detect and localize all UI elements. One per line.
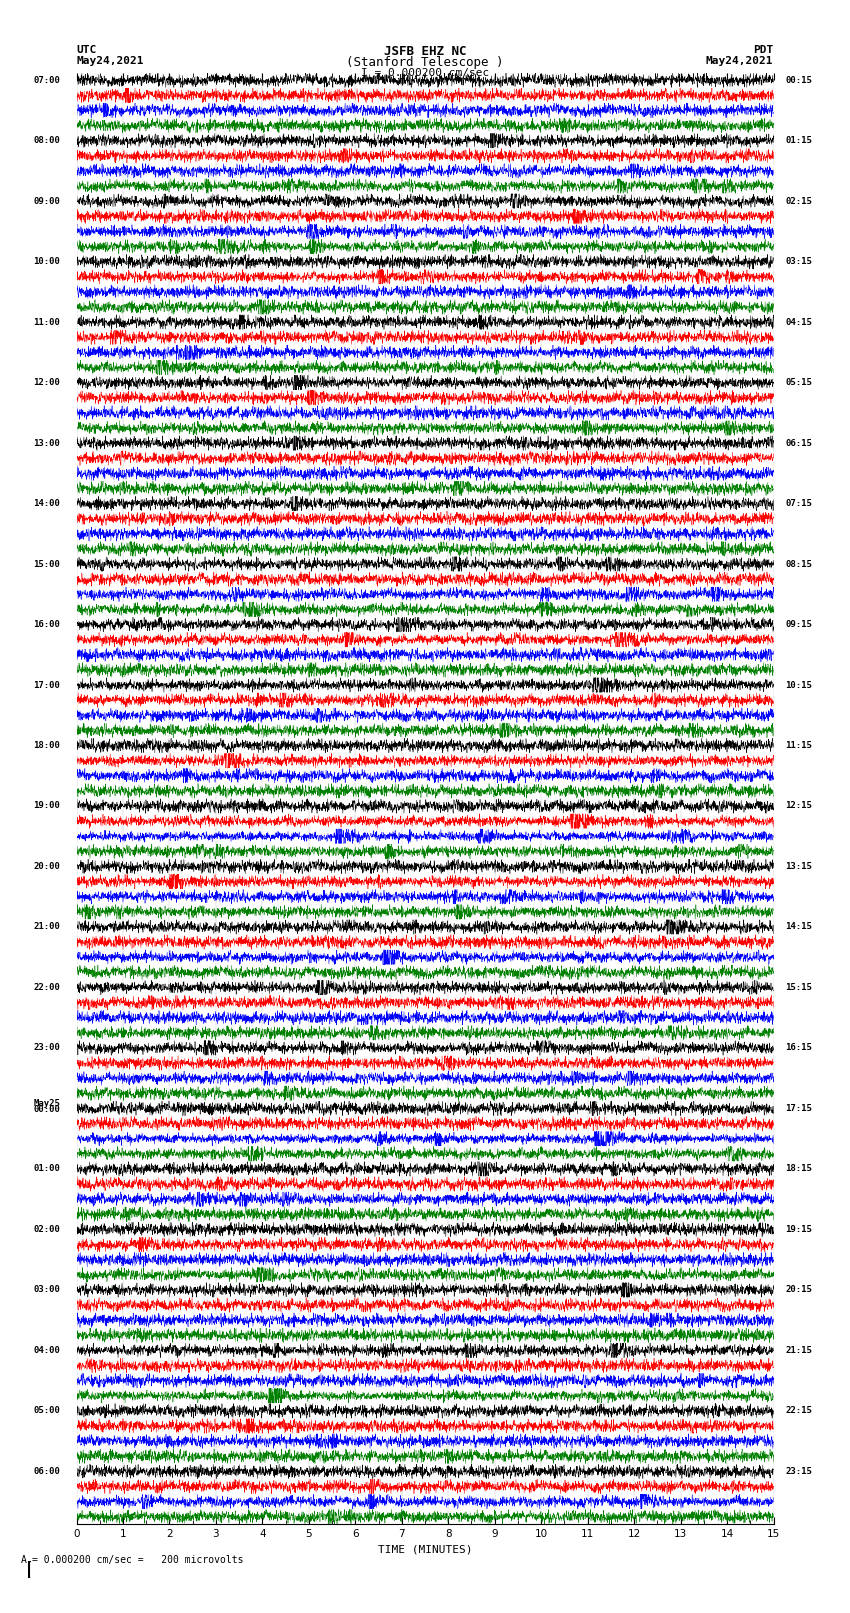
Text: 10:15: 10:15 [785, 681, 812, 689]
Text: 03:00: 03:00 [33, 1286, 60, 1294]
Text: A: A [21, 1555, 27, 1565]
Text: 12:15: 12:15 [785, 802, 812, 810]
Text: 05:15: 05:15 [785, 377, 812, 387]
Text: 22:00: 22:00 [33, 982, 60, 992]
Text: May24,2021: May24,2021 [76, 56, 144, 66]
Text: May24,2021: May24,2021 [706, 56, 774, 66]
Text: 04:15: 04:15 [785, 318, 812, 326]
Text: 17:00: 17:00 [33, 681, 60, 689]
Text: 14:15: 14:15 [785, 923, 812, 931]
Text: 09:15: 09:15 [785, 619, 812, 629]
X-axis label: TIME (MINUTES): TIME (MINUTES) [377, 1545, 473, 1555]
Text: 12:00: 12:00 [33, 377, 60, 387]
Text: 20:00: 20:00 [33, 861, 60, 871]
Text: UTC: UTC [76, 45, 97, 55]
Text: (Stanford Telescope ): (Stanford Telescope ) [346, 56, 504, 69]
Text: 10:00: 10:00 [33, 256, 60, 266]
Text: 02:00: 02:00 [33, 1224, 60, 1234]
Text: 04:00: 04:00 [33, 1345, 60, 1355]
Text: 16:00: 16:00 [33, 619, 60, 629]
Text: 17:15: 17:15 [785, 1103, 812, 1113]
Text: 01:00: 01:00 [33, 1165, 60, 1173]
Text: 03:15: 03:15 [785, 256, 812, 266]
Text: = 0.000200 cm/sec =   200 microvolts: = 0.000200 cm/sec = 200 microvolts [32, 1555, 244, 1565]
Text: JSFB EHZ NC: JSFB EHZ NC [383, 45, 467, 58]
Text: 20:15: 20:15 [785, 1286, 812, 1294]
Text: 06:15: 06:15 [785, 439, 812, 447]
Text: 07:00: 07:00 [33, 76, 60, 84]
Text: 15:15: 15:15 [785, 982, 812, 992]
Text: 18:15: 18:15 [785, 1165, 812, 1173]
Text: 21:00: 21:00 [33, 923, 60, 931]
Text: 15:00: 15:00 [33, 560, 60, 568]
Text: 00:15: 00:15 [785, 76, 812, 84]
Text: 05:00: 05:00 [33, 1407, 60, 1415]
Text: May25: May25 [33, 1100, 60, 1108]
Text: 08:00: 08:00 [33, 135, 60, 145]
Text: 23:00: 23:00 [33, 1044, 60, 1052]
Text: 07:15: 07:15 [785, 498, 812, 508]
Text: 11:00: 11:00 [33, 318, 60, 326]
Text: 00:00: 00:00 [33, 1105, 60, 1115]
Text: 06:00: 06:00 [33, 1466, 60, 1476]
Text: 21:15: 21:15 [785, 1345, 812, 1355]
Text: 19:15: 19:15 [785, 1224, 812, 1234]
Text: 16:15: 16:15 [785, 1044, 812, 1052]
Text: 19:00: 19:00 [33, 802, 60, 810]
Text: 08:15: 08:15 [785, 560, 812, 568]
Text: 23:15: 23:15 [785, 1466, 812, 1476]
Text: 11:15: 11:15 [785, 740, 812, 750]
Text: 14:00: 14:00 [33, 498, 60, 508]
Text: I = 0.000200 cm/sec: I = 0.000200 cm/sec [361, 68, 489, 77]
Text: 22:15: 22:15 [785, 1407, 812, 1415]
Text: PDT: PDT [753, 45, 774, 55]
Text: 13:15: 13:15 [785, 861, 812, 871]
Text: 13:00: 13:00 [33, 439, 60, 447]
Text: 01:15: 01:15 [785, 135, 812, 145]
Text: 18:00: 18:00 [33, 740, 60, 750]
Text: 02:15: 02:15 [785, 197, 812, 205]
Text: 09:00: 09:00 [33, 197, 60, 205]
